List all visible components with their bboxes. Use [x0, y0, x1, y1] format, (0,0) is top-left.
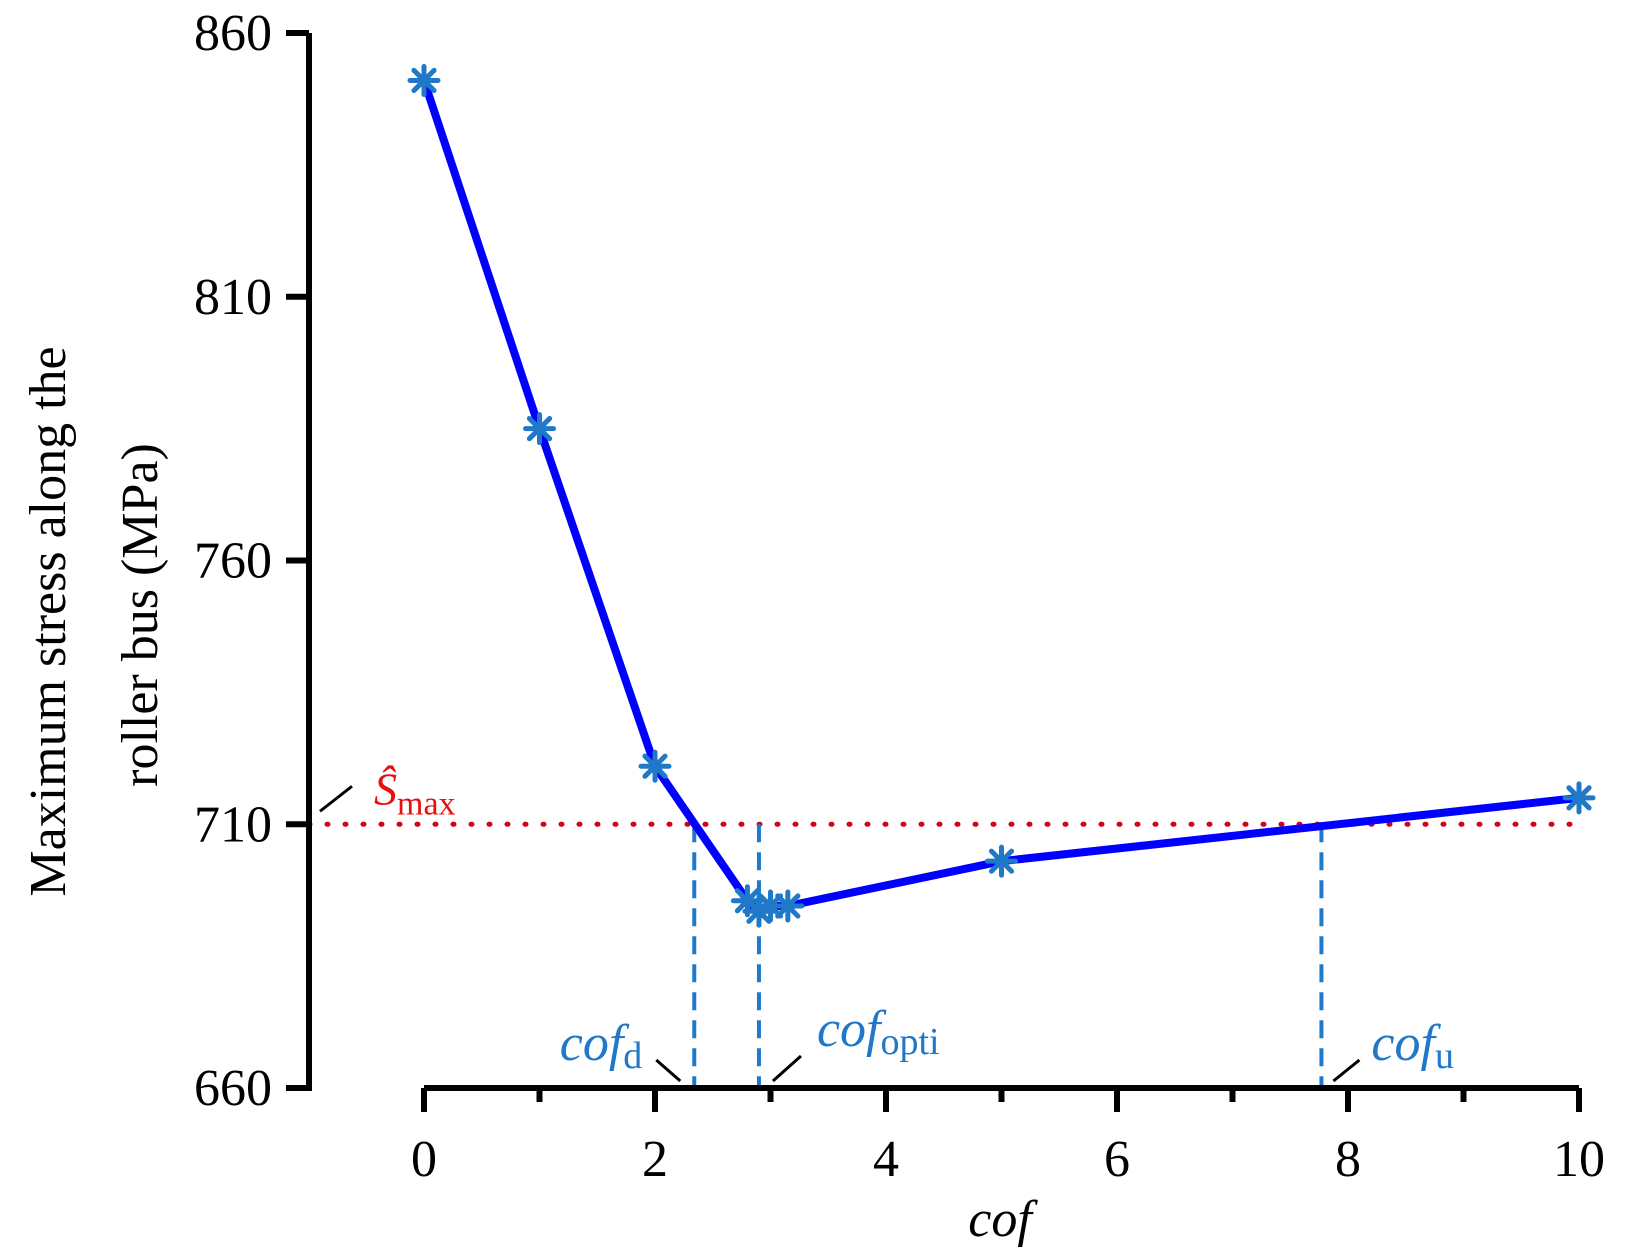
data-point-stroke — [411, 67, 437, 94]
x-tick-label: 0 — [411, 1131, 437, 1188]
y-tick-label: 710 — [194, 796, 272, 853]
x-tick-label: 8 — [1335, 1131, 1361, 1188]
guide-label-sub: d — [623, 1035, 642, 1077]
threshold-label: Ŝmax — [374, 763, 456, 822]
threshold-label-main: Ŝ — [374, 763, 397, 814]
threshold-leader-line — [319, 785, 353, 813]
y-axis-title: Maximum stress along the roller bus (MPa… — [20, 333, 169, 896]
data-point-stroke — [757, 893, 784, 919]
threshold-label-sub: max — [397, 785, 456, 822]
x-tick-label: 2 — [642, 1131, 668, 1188]
y-axis-title-line-2: roller bus (MPa) — [112, 443, 169, 787]
data-point-stroke — [642, 753, 668, 779]
data-point-stroke — [1566, 785, 1592, 811]
data-point-stroke — [775, 893, 801, 919]
data-point — [523, 412, 556, 446]
guide-label-u: cofu — [1371, 1015, 1454, 1077]
data-point-stroke — [988, 848, 1015, 874]
y-tick-label: 660 — [194, 1060, 272, 1117]
y-tick-label: 760 — [194, 533, 272, 590]
x-tick-label: 4 — [873, 1131, 899, 1188]
x-tick-label: 6 — [1104, 1131, 1130, 1188]
data-point — [771, 889, 805, 923]
guide-label-d: cofd — [560, 1015, 643, 1077]
guide-label-main: cof — [560, 1015, 630, 1072]
y-tick-label: 860 — [194, 5, 272, 62]
data-point — [1562, 781, 1596, 815]
x-tick-label: 10 — [1553, 1131, 1605, 1188]
guide-leader-u — [1332, 1058, 1361, 1083]
annotations-layer: cof Maximum stress along the roller bus … — [20, 333, 1454, 1248]
axes-layer — [306, 33, 1579, 1091]
y-tick-label: 810 — [194, 269, 272, 326]
guide-label-opti: cofopti — [817, 1001, 940, 1063]
data-point-stroke — [526, 416, 553, 442]
guide-leader-opti — [771, 1054, 802, 1083]
data-markers-layer — [407, 63, 1596, 928]
data-point — [985, 844, 1018, 878]
series-layer — [420, 76, 1583, 916]
guide-label-sub: opti — [880, 1021, 939, 1063]
guide-label-main: cof — [1371, 1015, 1441, 1072]
y-axis-title-line-1: Maximum stress along the — [20, 346, 77, 896]
data-point — [407, 63, 441, 97]
guide-lines-layer — [692, 824, 1324, 1088]
guide-leader-d — [655, 1058, 682, 1083]
data-point — [638, 749, 672, 783]
series-line — [420, 76, 1583, 916]
guide-label-main: cof — [817, 1001, 887, 1058]
guide-label-sub: u — [1435, 1035, 1454, 1077]
x-axis-title: cof — [968, 1191, 1038, 1248]
